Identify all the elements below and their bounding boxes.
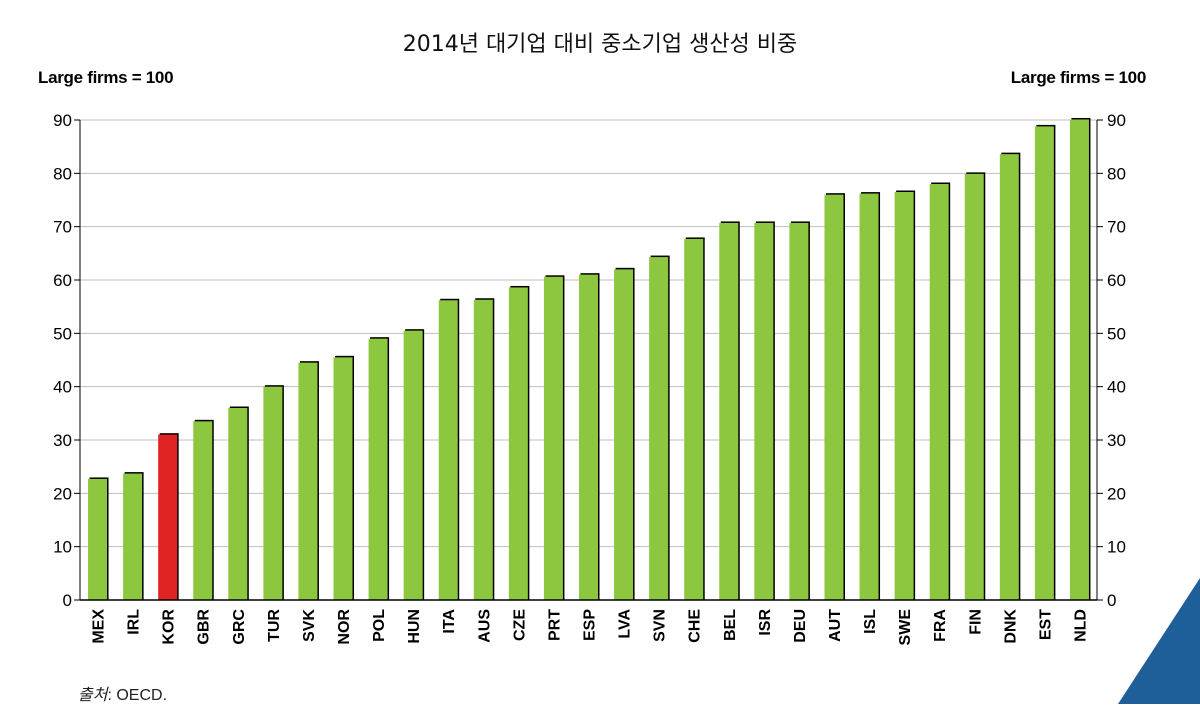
y-tick-label-left: 0 xyxy=(63,591,72,610)
x-tick-label: HUN xyxy=(406,609,423,644)
bar-che xyxy=(684,238,704,600)
bar-bel xyxy=(719,222,739,600)
bar-gbr xyxy=(193,421,213,600)
chart-title: 2014년 대기업 대비 중소기업 생산성 비중 xyxy=(402,32,798,57)
x-tick-label: CHE xyxy=(687,609,704,643)
bar-dnk xyxy=(999,154,1019,600)
x-tick-label: MEX xyxy=(91,609,108,644)
bar-aut xyxy=(824,194,844,600)
x-tick-label: ISR xyxy=(757,609,774,636)
bar-kor xyxy=(158,434,178,600)
y-tick-label-left: 20 xyxy=(53,484,72,503)
y-tick-label-right: 30 xyxy=(1107,431,1126,450)
bar-tur xyxy=(263,386,283,600)
x-tick-label: LVA xyxy=(617,609,634,639)
y-tick-label-left: 70 xyxy=(53,218,72,237)
x-tick-label: BEL xyxy=(722,609,739,641)
y-tick-label-right: 10 xyxy=(1107,538,1126,557)
y-tick-label-left: 10 xyxy=(53,538,72,557)
x-tick-label: NLD xyxy=(1072,609,1089,642)
source-text: : OECD. xyxy=(107,687,168,704)
x-tick-label: FIN xyxy=(967,609,984,635)
x-tick-label: AUS xyxy=(476,609,493,643)
x-tick-label: NOR xyxy=(336,609,353,645)
x-tick-label: FRA xyxy=(932,609,949,642)
y-tick-label-right: 60 xyxy=(1107,271,1126,290)
x-tick-label: KOR xyxy=(161,609,178,645)
bar-isl xyxy=(859,193,879,600)
x-tick-label: AUT xyxy=(827,609,844,642)
bar-svn xyxy=(649,257,669,600)
y-tick-label-left: 80 xyxy=(53,164,72,183)
x-tick-label: GRC xyxy=(231,609,248,645)
bar-isr xyxy=(754,222,774,600)
y-tick-label-left: 90 xyxy=(53,111,72,130)
bar-mex xyxy=(88,478,108,600)
bar-fra xyxy=(929,184,949,600)
bar-nld xyxy=(1069,119,1089,600)
x-tick-label: SVN xyxy=(652,609,669,642)
x-tick-label: SVK xyxy=(301,609,318,642)
bar-hun xyxy=(403,330,423,600)
bar-grc xyxy=(228,408,248,600)
y-tick-label-left: 30 xyxy=(53,431,72,450)
source-note: 출처: OECD. xyxy=(78,681,167,705)
y-tick-label-right: 90 xyxy=(1107,111,1126,130)
x-tick-label: ITA xyxy=(441,609,458,634)
y-tick-label-left: 60 xyxy=(53,271,72,290)
y-tick-label-right: 20 xyxy=(1107,484,1126,503)
x-tick-label: PRT xyxy=(546,609,563,641)
bar-cze xyxy=(508,287,528,600)
x-tick-label: CZE xyxy=(511,609,528,641)
x-tick-label: SWE xyxy=(897,609,914,646)
y-tick-label-right: 80 xyxy=(1107,164,1126,183)
bar-svk xyxy=(298,362,318,600)
bar-pol xyxy=(368,338,388,600)
x-tick-label: TUR xyxy=(266,609,283,642)
y-tick-label-right: 70 xyxy=(1107,218,1126,237)
x-tick-label: POL xyxy=(371,609,388,642)
x-tick-label: IRL xyxy=(126,609,143,635)
y-tick-label-left: 40 xyxy=(53,378,72,397)
bar-nor xyxy=(333,357,353,600)
x-tick-label: ISL xyxy=(862,609,879,634)
x-tick-label: EST xyxy=(1037,609,1054,640)
y-tick-label-right: 0 xyxy=(1107,591,1116,610)
y-tick-label-left: 50 xyxy=(53,324,72,343)
bar-est xyxy=(1034,126,1054,601)
right-axis-unit-label: Large firms = 100 xyxy=(1010,68,1147,87)
bar-irl xyxy=(123,473,143,600)
left-axis-unit-label: Large firms = 100 xyxy=(38,68,174,87)
bar-lva xyxy=(614,269,634,600)
y-tick-label-right: 50 xyxy=(1107,324,1126,343)
bar-esp xyxy=(579,274,598,600)
bar-deu xyxy=(789,222,809,600)
y-tick-label-right: 40 xyxy=(1107,378,1126,397)
bar-swe xyxy=(894,192,914,600)
x-tick-label: GBR xyxy=(196,609,213,645)
bar-fin xyxy=(964,173,984,600)
x-tick-label: DEU xyxy=(792,609,809,643)
source-label: 출처 xyxy=(78,687,108,704)
x-tick-label: ESP xyxy=(582,609,599,641)
bar-prt xyxy=(543,276,563,600)
bar-ita xyxy=(438,300,458,600)
x-tick-label: DNK xyxy=(1002,609,1019,644)
bar-aus xyxy=(473,299,493,600)
